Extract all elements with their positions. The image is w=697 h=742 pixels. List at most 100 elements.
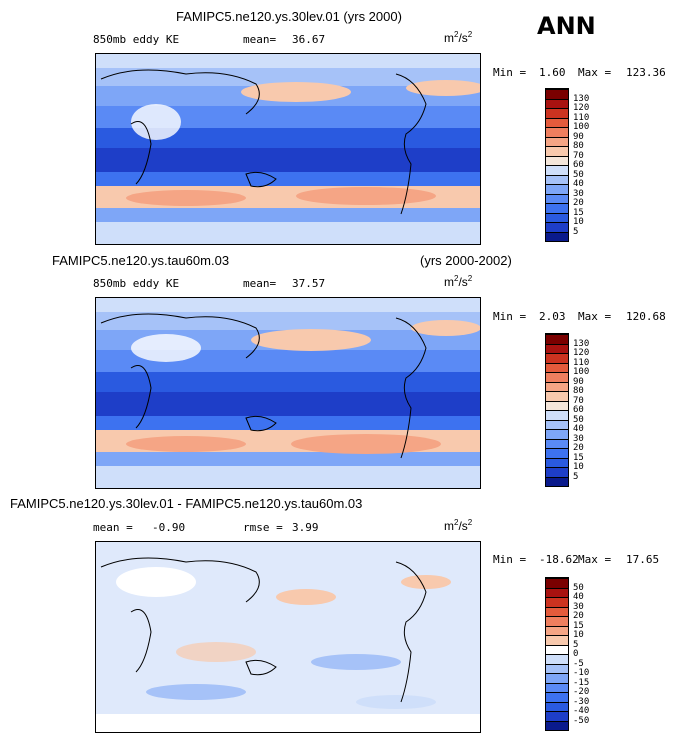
colorbar-tick-label: 90 <box>573 376 584 387</box>
colorbar-tick-label: 20 <box>573 611 584 621</box>
panel2-max-label: Max = <box>578 310 612 323</box>
colorbar-box <box>546 146 568 156</box>
colorbar-box <box>546 467 568 477</box>
panel2-max-value: 120.68 <box>626 310 666 323</box>
colorbar-tick-label: 15 <box>573 452 584 463</box>
panel3-max-value: 17.65 <box>626 553 660 566</box>
panel2-title-left: FAMIPC5.ne120.ys.tau60m.03 <box>52 253 230 268</box>
colorbar-tick-label: 10 <box>573 462 584 472</box>
panel2-mean-label: mean= <box>243 277 277 290</box>
colorbar-tick-label: 5 <box>573 471 579 482</box>
colorbar-box <box>546 89 568 99</box>
colorbar-tick-label: 20 <box>573 198 584 208</box>
colorbar-tick-label: 110 <box>573 112 590 123</box>
colorbar-box <box>546 410 568 420</box>
panel2-variable: 850mb eddy KE <box>93 277 180 290</box>
colorbar-box <box>546 222 568 232</box>
colorbar-tick-label: 40 <box>573 424 584 434</box>
panel2-units: m2/s2 <box>444 274 472 289</box>
panel1-mean-label: mean= <box>243 33 277 46</box>
panel2-map <box>95 297 481 489</box>
colorbar-tick-label: 10 <box>573 217 584 227</box>
colorbar-tick-label: 30 <box>573 601 584 612</box>
colorbar-box <box>546 372 568 382</box>
colorbar-tick-label: 50 <box>573 582 584 593</box>
colorbar-tick-label: 120 <box>573 348 590 358</box>
panel1-variable: 850mb eddy KE <box>93 33 180 46</box>
panel3-max-label: Max = <box>578 553 612 566</box>
colorbar-tick-label: 0 <box>573 649 579 659</box>
colorbar-box <box>546 108 568 118</box>
panel1-max-label: Max = <box>578 66 612 79</box>
colorbar-box <box>546 391 568 401</box>
colorbar-box <box>546 606 568 616</box>
panel3-rmse-label: rmse = <box>243 521 283 534</box>
panel1-mean-value: 36.67 <box>292 33 326 46</box>
colorbar-tick-label: -30 <box>573 696 590 707</box>
panel2-title-right: (yrs 2000-2002) <box>420 253 512 268</box>
panel1-min-value: 1.60 <box>539 66 566 79</box>
colorbar-box <box>546 644 568 654</box>
units-exp: 2 <box>454 274 459 283</box>
panel1-colorbar: 5 10 15 20 30 40 50 60 70 80 90 100 110 120 130 <box>545 88 589 242</box>
colorbar-box <box>546 457 568 467</box>
colorbar-box <box>546 429 568 439</box>
colorbar-tick-label: 20 <box>573 443 584 453</box>
units-exp: 2 <box>467 274 473 283</box>
colorbar-box <box>546 597 568 607</box>
panel3-map <box>95 541 481 733</box>
panel1-max-value: 123.36 <box>626 66 666 79</box>
colorbar-tick-label: 120 <box>573 103 590 113</box>
colorbar-box <box>546 625 568 635</box>
panel2-map-svg <box>96 298 480 488</box>
panel1-units: m2/s2 <box>444 30 472 45</box>
colorbar-tick-label: 15 <box>573 620 584 631</box>
panel3-title: FAMIPC5.ne120.ys.30lev.01 - FAMIPC5.ne12… <box>10 496 363 511</box>
colorbar-box <box>546 635 568 645</box>
units-exp: 2 <box>454 30 459 39</box>
colorbar-box <box>546 720 568 730</box>
colorbar-tick-label: 110 <box>573 357 590 368</box>
units-base: m <box>444 31 454 45</box>
colorbar-box <box>546 701 568 711</box>
colorbar-box <box>546 654 568 664</box>
colorbar-tick-label: 5 <box>573 639 579 650</box>
colorbar-tick-label: 15 <box>573 207 584 218</box>
colorbar-tick-label: 30 <box>573 433 584 444</box>
colorbar-box <box>546 117 568 127</box>
colorbar-tick-label: 80 <box>573 386 584 396</box>
colorbar-box <box>546 587 568 597</box>
colorbar-box <box>546 127 568 137</box>
colorbar-box <box>546 692 568 702</box>
colorbar-box <box>546 203 568 213</box>
colorbar-box <box>546 212 568 222</box>
colorbar-tick-label: 5 <box>573 226 579 237</box>
colorbar-box <box>546 682 568 692</box>
colorbar-tick-label: 60 <box>573 160 584 170</box>
panel2-mean-value: 37.57 <box>292 277 326 290</box>
colorbar-box <box>546 476 568 486</box>
colorbar-box <box>546 438 568 448</box>
panel2-colorbar: 5 10 15 20 30 40 50 60 70 80 90 100 110 120 130 <box>545 333 589 487</box>
colorbar-tick-label: 100 <box>573 367 590 377</box>
colorbar-tick-label: 70 <box>573 150 584 161</box>
colorbar-box <box>546 400 568 410</box>
colorbar-tick-label: -15 <box>573 677 590 688</box>
colorbar-tick-label: 80 <box>573 141 584 151</box>
colorbar-box <box>546 334 568 344</box>
colorbar-box <box>546 616 568 626</box>
panel3-units: m2/s2 <box>444 518 472 533</box>
panel1-map <box>95 53 481 245</box>
panel3-colorbar: -50 -40 -30 -20 -15 -10 -5 0 5 10 15 20 30 40 50 <box>545 577 589 731</box>
colorbar-box <box>546 343 568 353</box>
colorbar-tick-label: -20 <box>573 687 590 697</box>
colorbar-box <box>546 353 568 363</box>
units-sep: /s <box>458 275 468 289</box>
panel3-rmse-value: 3.99 <box>292 521 319 534</box>
colorbar-tick-label: 100 <box>573 122 590 132</box>
colorbar-tick-label: 90 <box>573 131 584 142</box>
units-sep: /s <box>458 31 468 45</box>
colorbar-tick-label: 40 <box>573 179 584 189</box>
panel2-min-value: 2.03 <box>539 310 566 323</box>
panel1-title: FAMIPC5.ne120.ys.30lev.01 (yrs 2000) <box>176 9 402 24</box>
